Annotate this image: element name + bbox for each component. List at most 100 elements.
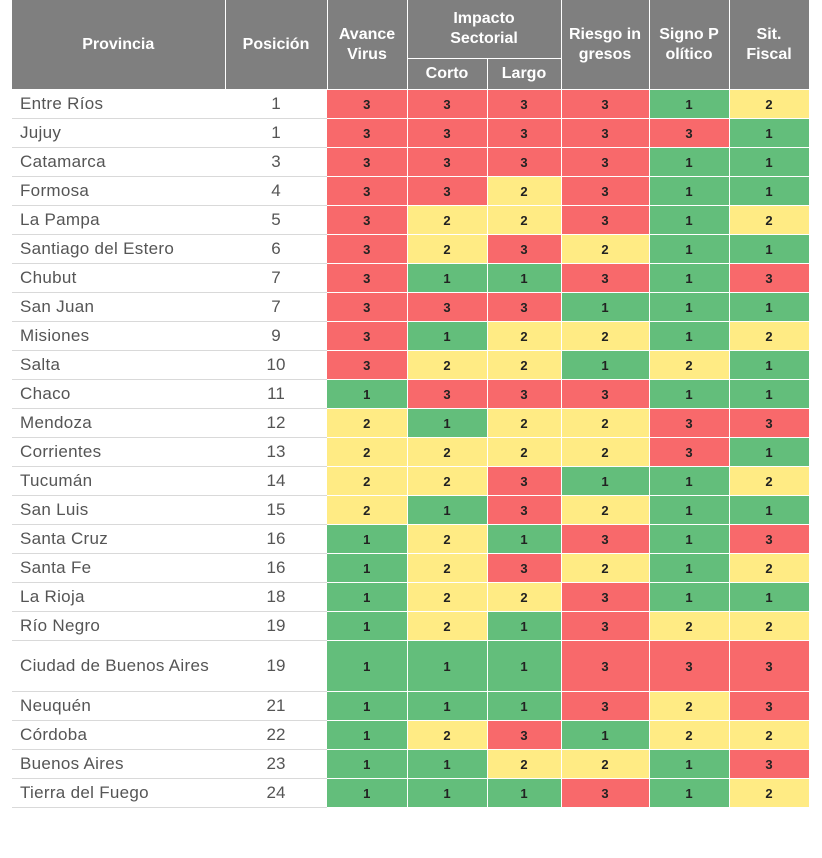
ranking-table-container: Provincia Posición Avance Virus Impacto … — [12, 0, 810, 808]
cell-avance-virus: 1 — [327, 749, 408, 779]
cell-avance-virus: 1 — [327, 778, 408, 808]
table-row: Misiones 9 3 1 2 2 1 2 — [12, 321, 810, 351]
cell-corto: 1 — [407, 640, 488, 692]
table-row: La Pampa 5 3 2 2 3 1 2 — [12, 205, 810, 235]
table-row: Neuquén 21 1 1 1 3 2 3 — [12, 691, 810, 721]
cell-sit-fiscal: 3 — [729, 749, 810, 779]
cell-sit-fiscal: 2 — [729, 553, 810, 583]
cell-avance-virus: 1 — [327, 379, 408, 409]
cell-corto: 3 — [407, 379, 488, 409]
header-corto: Corto — [407, 58, 488, 90]
cell-posicion: 23 — [225, 749, 327, 779]
cell-largo: 3 — [487, 720, 562, 750]
cell-posicion: 13 — [225, 437, 327, 467]
cell-sit-fiscal: 2 — [729, 321, 810, 351]
cell-riesgo-ingresos: 3 — [561, 147, 650, 177]
cell-sit-fiscal: 2 — [729, 205, 810, 235]
cell-largo: 3 — [487, 495, 562, 525]
cell-signo-politico: 3 — [649, 640, 730, 692]
ranking-table: Provincia Posición Avance Virus Impacto … — [12, 0, 810, 808]
cell-largo: 2 — [487, 437, 562, 467]
cell-largo: 3 — [487, 147, 562, 177]
cell-sit-fiscal: 2 — [729, 89, 810, 119]
cell-corto: 2 — [407, 234, 488, 264]
cell-sit-fiscal: 3 — [729, 640, 810, 692]
cell-largo: 2 — [487, 749, 562, 779]
cell-largo: 1 — [487, 691, 562, 721]
cell-sit-fiscal: 1 — [729, 292, 810, 322]
cell-largo: 3 — [487, 379, 562, 409]
header-sit-fiscal: Sit. Fiscal — [729, 0, 810, 90]
cell-avance-virus: 2 — [327, 495, 408, 525]
cell-avance-virus: 1 — [327, 611, 408, 641]
cell-corto: 2 — [407, 553, 488, 583]
cell-avance-virus: 1 — [327, 691, 408, 721]
header-signo-politico: Signo Político — [649, 0, 730, 90]
cell-signo-politico: 3 — [649, 118, 730, 148]
cell-riesgo-ingresos: 3 — [561, 582, 650, 612]
cell-avance-virus: 3 — [327, 89, 408, 119]
cell-riesgo-ingresos: 2 — [561, 437, 650, 467]
cell-provincia: Tucumán — [12, 466, 225, 496]
cell-signo-politico: 1 — [649, 234, 730, 264]
cell-riesgo-ingresos: 3 — [561, 89, 650, 119]
cell-posicion: 19 — [225, 611, 327, 641]
cell-signo-politico: 1 — [649, 778, 730, 808]
cell-riesgo-ingresos: 1 — [561, 292, 650, 322]
cell-corto: 2 — [407, 611, 488, 641]
table-row: Salta 10 3 2 2 1 2 1 — [12, 350, 810, 380]
header-posicion: Posición — [225, 0, 328, 90]
cell-corto: 2 — [407, 720, 488, 750]
cell-provincia: Entre Ríos — [12, 89, 225, 119]
table-row: Jujuy 1 3 3 3 3 3 1 — [12, 118, 810, 148]
table-row: La Rioja 18 1 2 2 3 1 1 — [12, 582, 810, 612]
cell-avance-virus: 3 — [327, 321, 408, 351]
cell-corto: 3 — [407, 176, 488, 206]
cell-riesgo-ingresos: 2 — [561, 553, 650, 583]
cell-posicion: 18 — [225, 582, 327, 612]
cell-riesgo-ingresos: 2 — [561, 749, 650, 779]
cell-signo-politico: 1 — [649, 89, 730, 119]
cell-signo-politico: 1 — [649, 582, 730, 612]
cell-corto: 1 — [407, 749, 488, 779]
table-row: Buenos Aires 23 1 1 2 2 1 3 — [12, 749, 810, 779]
cell-largo: 1 — [487, 778, 562, 808]
cell-provincia: Neuquén — [12, 691, 225, 721]
cell-riesgo-ingresos: 2 — [561, 321, 650, 351]
cell-avance-virus: 3 — [327, 292, 408, 322]
table-row: Ciudad de Buenos Aires 19 1 1 1 3 3 3 — [12, 640, 810, 692]
cell-posicion: 4 — [225, 176, 327, 206]
cell-largo: 1 — [487, 524, 562, 554]
cell-posicion: 15 — [225, 495, 327, 525]
cell-largo: 2 — [487, 205, 562, 235]
cell-sit-fiscal: 3 — [729, 263, 810, 293]
cell-riesgo-ingresos: 3 — [561, 524, 650, 554]
cell-signo-politico: 1 — [649, 205, 730, 235]
cell-riesgo-ingresos: 2 — [561, 234, 650, 264]
cell-provincia: Santa Cruz — [12, 524, 225, 554]
table-body: Entre Ríos 1 3 3 3 3 1 2 Jujuy 1 3 3 3 3 3 1 Catamarca 3 3… — [12, 89, 810, 808]
cell-largo: 2 — [487, 321, 562, 351]
cell-provincia: Formosa — [12, 176, 225, 206]
cell-sit-fiscal: 2 — [729, 778, 810, 808]
table-row: Río Negro 19 1 2 1 3 2 2 — [12, 611, 810, 641]
cell-posicion: 14 — [225, 466, 327, 496]
cell-posicion: 21 — [225, 691, 327, 721]
cell-sit-fiscal: 2 — [729, 720, 810, 750]
cell-posicion: 5 — [225, 205, 327, 235]
cell-posicion: 10 — [225, 350, 327, 380]
cell-sit-fiscal: 1 — [729, 147, 810, 177]
cell-largo: 1 — [487, 640, 562, 692]
cell-corto: 3 — [407, 89, 488, 119]
cell-sit-fiscal: 1 — [729, 234, 810, 264]
cell-corto: 2 — [407, 582, 488, 612]
cell-provincia: Salta — [12, 350, 225, 380]
cell-signo-politico: 2 — [649, 350, 730, 380]
cell-posicion: 16 — [225, 524, 327, 554]
cell-sit-fiscal: 2 — [729, 466, 810, 496]
cell-signo-politico: 2 — [649, 720, 730, 750]
cell-largo: 3 — [487, 89, 562, 119]
cell-largo: 1 — [487, 611, 562, 641]
cell-signo-politico: 3 — [649, 437, 730, 467]
cell-sit-fiscal: 2 — [729, 611, 810, 641]
